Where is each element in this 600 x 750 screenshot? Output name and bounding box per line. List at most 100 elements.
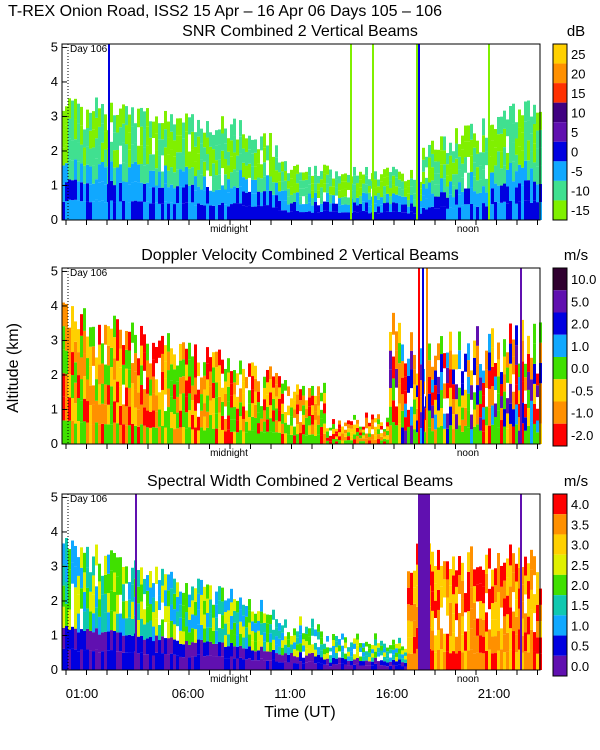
heatmap-cell [521, 423, 524, 444]
figure-title: T-REX Onion Road, ISS2 15 Apr – 16 Apr 0… [8, 3, 442, 20]
heatmap-cell [269, 205, 272, 220]
heatmap-cell [86, 164, 89, 184]
heatmap-cell [401, 658, 404, 663]
heatmap-cell [320, 644, 323, 651]
heatmap-cell [77, 352, 80, 376]
heatmap-cell [107, 424, 110, 444]
heatmap-cell [128, 331, 131, 351]
heatmap-cell [314, 411, 317, 420]
spike-streak [488, 44, 490, 220]
heatmap-cell [497, 342, 500, 360]
heatmap-cell [413, 186, 416, 194]
heatmap-cell [335, 441, 338, 444]
heatmap-cell [446, 597, 449, 616]
heatmap-cell [323, 210, 326, 220]
heatmap-cell [479, 404, 482, 418]
heatmap-cell [470, 385, 473, 400]
colorbar: 4.03.53.02.52.01.51.00.50.0 [552, 493, 589, 677]
heatmap-cell [134, 200, 137, 220]
heatmap-cell [119, 348, 122, 368]
panel-title: Spectral Width Combined 2 Vertical Beams [147, 473, 453, 490]
heatmap-cell [521, 150, 524, 168]
heatmap-cell [347, 647, 350, 652]
heatmap-cell [245, 616, 248, 628]
heatmap-cell [401, 394, 404, 411]
heatmap-cell [89, 611, 92, 631]
heatmap-cell [215, 413, 218, 429]
heatmap-cell [440, 586, 443, 608]
heatmap-cell [209, 627, 212, 642]
heatmap-cell [284, 636, 287, 645]
heatmap-cell [143, 425, 146, 444]
heatmap-cell [419, 181, 422, 189]
heatmap-cell [296, 657, 299, 664]
heatmap-cell [200, 189, 203, 205]
heatmap-cell [410, 369, 413, 389]
heatmap-cell [515, 203, 518, 220]
heatmap-cell [413, 587, 416, 604]
heatmap-cell [407, 637, 410, 654]
heatmap-cell [248, 622, 251, 635]
heatmap-cell [158, 580, 161, 596]
colorbar-label: 0 [571, 145, 578, 160]
heatmap-cell [146, 410, 149, 428]
heatmap-cell [485, 612, 488, 632]
heatmap-cell [74, 321, 77, 342]
heatmap-cell [335, 171, 338, 180]
heatmap-cell [185, 412, 188, 429]
heatmap-cell [509, 343, 512, 364]
heatmap-cell [284, 161, 287, 171]
heatmap-cell [92, 575, 95, 595]
heatmap-cell [356, 657, 359, 664]
heatmap-cell [302, 424, 305, 435]
heatmap-cell [383, 439, 386, 442]
heatmap-cell [431, 206, 434, 220]
heatmap-cell [131, 423, 134, 444]
heatmap-cell [296, 650, 299, 658]
heatmap-cell [137, 392, 140, 410]
heatmap-cell [65, 182, 68, 202]
heatmap-cell [167, 590, 170, 607]
heatmap-cell [278, 181, 281, 192]
heatmap-cell [305, 662, 308, 670]
heatmap-cell [383, 643, 386, 649]
heatmap-cell [224, 431, 227, 444]
heatmap-cell [65, 626, 68, 649]
heatmap-cell [74, 362, 77, 383]
heatmap-cell [62, 302, 65, 327]
heatmap-cell [527, 100, 530, 121]
heatmap-cell [113, 650, 116, 670]
heatmap-cell [323, 201, 326, 211]
heatmap-cell [329, 194, 332, 204]
heatmap-cell [500, 202, 503, 220]
heatmap-cell [239, 416, 242, 431]
heatmap-cell [218, 396, 221, 413]
colorbar-swatch [553, 401, 567, 424]
y-tick-label: 0 [51, 436, 58, 451]
heatmap-cell [269, 366, 272, 380]
heatmap-cell [419, 194, 422, 201]
heatmap-cell [359, 195, 362, 204]
heatmap-cell [341, 197, 344, 205]
heatmap-cell [320, 426, 323, 436]
heatmap-cell [116, 613, 119, 633]
heatmap-cell [284, 422, 287, 434]
heatmap-cell [494, 602, 497, 620]
heatmap-cell [239, 388, 242, 403]
heatmap-cell [101, 383, 104, 404]
heatmap-cell [398, 637, 401, 644]
heatmap-cell [188, 342, 191, 360]
heatmap-cell [209, 190, 212, 206]
heatmap-cell [89, 424, 92, 444]
heatmap-cell [509, 163, 512, 183]
heatmap-cell [518, 567, 521, 589]
heatmap-cell [92, 385, 95, 405]
heatmap-cell [191, 385, 194, 401]
heatmap-cell [494, 653, 497, 670]
heatmap-cell [152, 393, 155, 411]
heatmap-cell [119, 424, 122, 444]
heatmap-cell [407, 206, 410, 214]
colorbar-label: 20 [571, 66, 585, 81]
heatmap-cell [524, 160, 527, 181]
heatmap-cell [461, 580, 464, 599]
